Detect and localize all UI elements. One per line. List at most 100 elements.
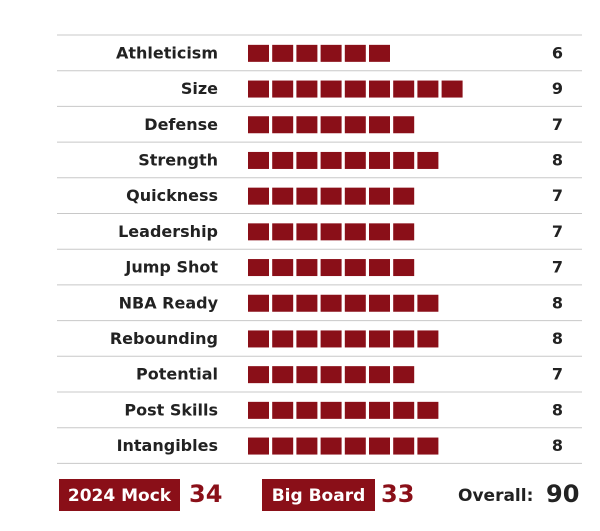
- rating-square: [296, 187, 318, 205]
- rating-square: [296, 330, 318, 348]
- rating-square: [320, 116, 342, 134]
- rating-square: [369, 80, 390, 98]
- rating-bar: [248, 151, 439, 169]
- attribute-label: Size: [181, 79, 218, 98]
- rating-square: [393, 294, 415, 312]
- rating-value: 7: [552, 222, 563, 241]
- rating-square: [393, 366, 415, 384]
- rating-square: [369, 187, 390, 205]
- rating-square: [248, 366, 269, 384]
- attribute-label: Athleticism: [116, 43, 218, 62]
- rating-square: [248, 151, 269, 169]
- rating-square: [344, 330, 366, 348]
- rating-square: [320, 437, 342, 455]
- rating-bar: [248, 437, 439, 455]
- rating-square: [417, 401, 439, 419]
- rating-value: 8: [552, 293, 563, 312]
- rating-square: [393, 80, 415, 98]
- rating-square: [369, 401, 390, 419]
- attribute-label: Intangibles: [117, 436, 218, 455]
- rating-square: [296, 223, 318, 241]
- rating-square: [344, 437, 366, 455]
- rating-square: [248, 80, 269, 98]
- rating-square: [320, 330, 342, 348]
- rating-square: [344, 223, 366, 241]
- rating-square: [369, 294, 390, 312]
- rating-square: [393, 187, 415, 205]
- rating-square: [272, 80, 294, 98]
- rating-square: [272, 294, 294, 312]
- rating-square: [320, 187, 342, 205]
- rating-square: [248, 259, 269, 277]
- rating-square: [441, 80, 463, 98]
- board-badge: [262, 479, 375, 511]
- rating-square: [248, 330, 269, 348]
- rating-square: [344, 366, 366, 384]
- attribute-label: Leadership: [118, 222, 218, 241]
- rating-square: [369, 330, 390, 348]
- rating-square: [393, 259, 415, 277]
- attribute-label: Strength: [138, 150, 218, 169]
- rating-bar: [248, 330, 439, 348]
- rating-square: [272, 223, 294, 241]
- rating-square: [369, 151, 390, 169]
- rating-square: [393, 330, 415, 348]
- rating-square: [272, 187, 294, 205]
- rating-square: [320, 259, 342, 277]
- rating-value: 8: [552, 400, 563, 419]
- rating-bar: [248, 401, 439, 419]
- rating-square: [417, 330, 439, 348]
- rating-square: [417, 437, 439, 455]
- rating-square: [393, 401, 415, 419]
- rating-square: [320, 80, 342, 98]
- rating-square: [272, 151, 294, 169]
- rating-square: [248, 116, 269, 134]
- rating-square: [248, 437, 269, 455]
- rating-square: [248, 401, 269, 419]
- rating-square: [369, 437, 390, 455]
- attribute-label: Defense: [144, 115, 218, 134]
- rating-square: [248, 223, 269, 241]
- rating-square: [248, 187, 269, 205]
- rating-value: 8: [552, 329, 563, 348]
- rating-bar: [248, 223, 415, 241]
- rating-square: [272, 259, 294, 277]
- rating-square: [248, 44, 269, 62]
- rating-square: [296, 80, 318, 98]
- mock-rank: 34: [189, 480, 222, 508]
- rating-square: [320, 366, 342, 384]
- rating-square: [272, 44, 294, 62]
- rating-square: [344, 187, 366, 205]
- rating-bar: [248, 44, 390, 62]
- rating-square: [369, 44, 390, 62]
- rating-square: [369, 366, 390, 384]
- rating-square: [296, 151, 318, 169]
- rating-square: [344, 294, 366, 312]
- rating-square: [393, 223, 415, 241]
- attribute-label: Quickness: [126, 186, 218, 205]
- rating-value: 8: [552, 436, 563, 455]
- rating-square: [296, 401, 318, 419]
- rating-value: 7: [552, 258, 563, 277]
- rating-square: [417, 80, 439, 98]
- rating-square: [272, 437, 294, 455]
- rating-value: 8: [552, 150, 563, 169]
- rating-square: [296, 437, 318, 455]
- rating-square: [393, 437, 415, 455]
- rating-square: [320, 223, 342, 241]
- rating-bar: [248, 259, 415, 277]
- mock-label: 2024 Mock: [68, 486, 172, 506]
- rating-square: [320, 294, 342, 312]
- rating-bar: [248, 116, 415, 134]
- rating-square: [296, 44, 318, 62]
- overall-label: Overall:: [458, 486, 533, 506]
- rating-value: 9: [552, 79, 563, 98]
- rating-bar: [248, 80, 463, 98]
- attribute-label: Post Skills: [124, 400, 218, 419]
- board-rank: 33: [381, 480, 414, 508]
- rating-square: [417, 151, 439, 169]
- rating-square: [344, 116, 366, 134]
- rating-square: [344, 44, 366, 62]
- rating-bar: [248, 294, 439, 312]
